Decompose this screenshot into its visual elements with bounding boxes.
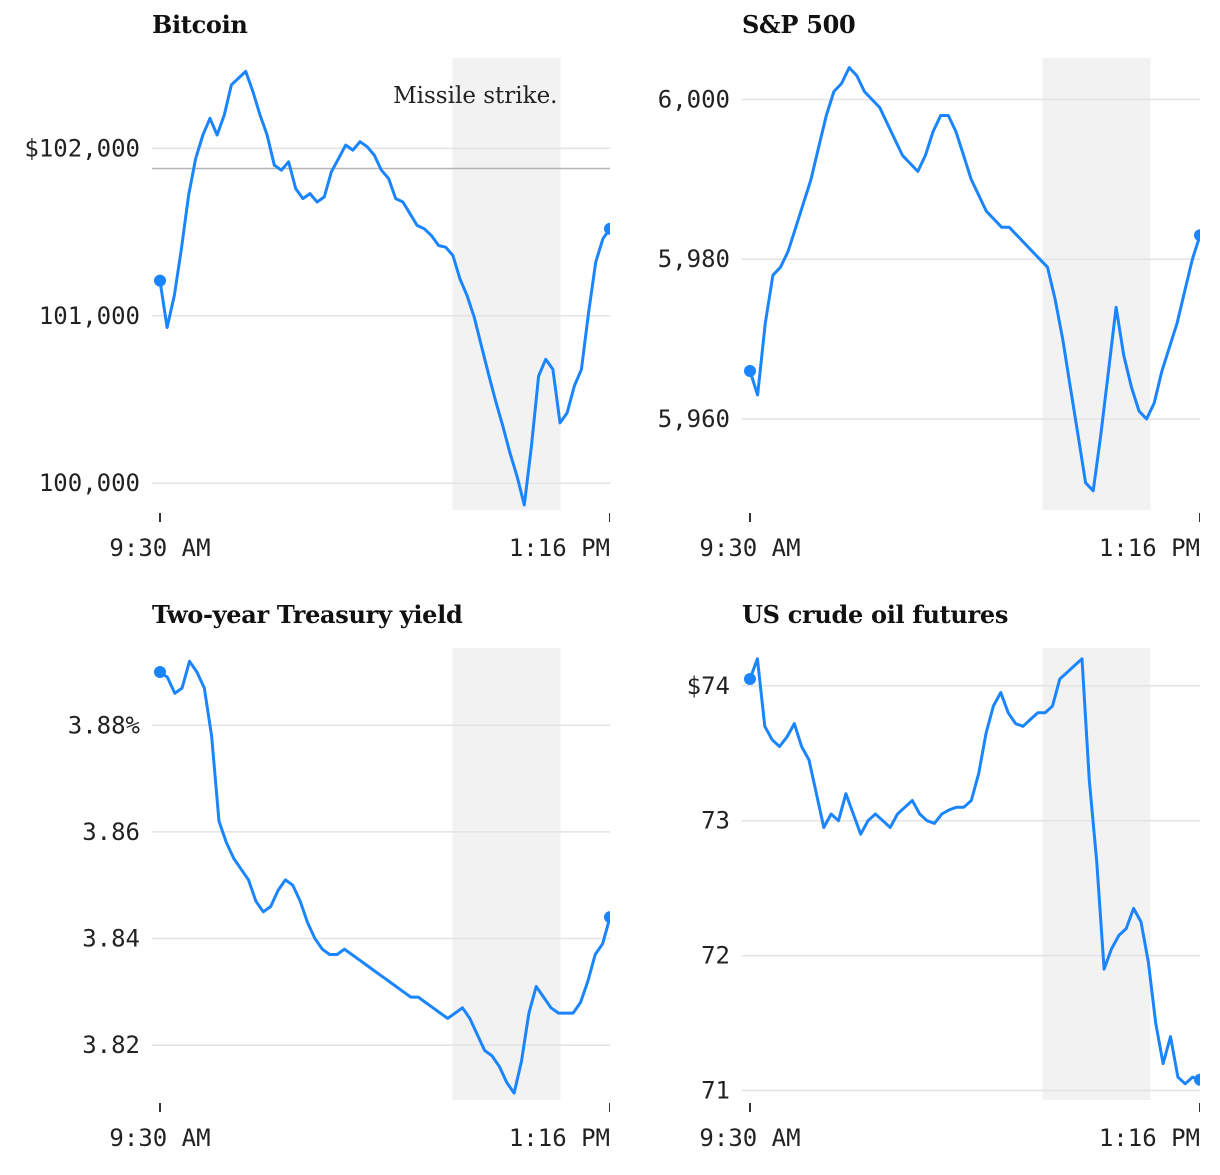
x-tick-label: 9:30 AM xyxy=(699,1124,800,1152)
series-end-point xyxy=(1194,1073,1200,1086)
series-line xyxy=(158,69,610,507)
crude-oil-plot: 71 72 73 $74 9:30 AM 1:16 PM xyxy=(687,648,1200,1152)
chart-title: US crude oil futures xyxy=(742,600,1009,629)
y-tick-label: 73 xyxy=(701,807,730,835)
y-tick-label: 5,960 xyxy=(658,405,730,433)
treasury-yield-chart: Two-year Treasury yield 3.82 3.84 3.86 3.88… xyxy=(0,590,610,1175)
event-shaded-region xyxy=(452,648,561,1100)
series-start-point xyxy=(744,673,756,686)
y-tick-label: 3.84 xyxy=(82,924,140,952)
x-tick-label: 1:16 PM xyxy=(1099,534,1200,562)
bitcoin-chart: Bitcoin 100,000 101,000 $102,000 Missile st… xyxy=(0,0,610,585)
crude-oil-chart: US crude oil futures 71 72 73 $74 9:30 AM 1:1… xyxy=(590,590,1200,1175)
chart-title: Bitcoin xyxy=(152,10,248,39)
y-tick-label: 101,000 xyxy=(39,302,140,330)
y-tick-label: 3.88% xyxy=(68,711,141,739)
series-end-point xyxy=(604,222,610,235)
series-end-point xyxy=(1194,229,1200,242)
treasury-yield-plot: 3.82 3.84 3.86 3.88% 9:30 AM 1:16 PM xyxy=(68,648,610,1152)
y-tick-label: 71 xyxy=(701,1077,730,1105)
y-tick-label: 6,000 xyxy=(658,86,730,114)
y-tick-label: 3.86 xyxy=(82,818,140,846)
series-line xyxy=(748,657,1200,1086)
series-end-point xyxy=(604,911,610,924)
series-line xyxy=(748,66,1200,493)
y-tick-label: $74 xyxy=(687,672,730,700)
bitcoin-plot: 100,000 101,000 $102,000 Missile strike. 9:3… xyxy=(24,58,610,562)
series-start-point xyxy=(154,665,166,678)
sp500-chart: S&P 500 5,960 5,980 6,000 9:30 AM 1:16 PM xyxy=(590,0,1200,585)
x-tick-label: 9:30 AM xyxy=(699,534,800,562)
series-start-point xyxy=(744,365,756,378)
y-tick-label: 5,980 xyxy=(658,245,730,273)
x-tick-label: 9:30 AM xyxy=(109,1124,210,1152)
event-shaded-region xyxy=(1042,58,1151,510)
x-tick-label: 1:16 PM xyxy=(509,1124,610,1152)
y-tick-label: 72 xyxy=(701,942,730,970)
y-tick-label: 3.82 xyxy=(82,1031,140,1059)
y-tick-label: $102,000 xyxy=(24,134,140,162)
x-tick-label: 1:16 PM xyxy=(509,534,610,562)
series-start-point xyxy=(154,274,166,287)
chart-title: Two-year Treasury yield xyxy=(152,600,463,629)
chart-title: S&P 500 xyxy=(742,10,856,39)
x-tick-label: 1:16 PM xyxy=(1099,1124,1200,1152)
sp500-plot: 5,960 5,980 6,000 9:30 AM 1:16 PM xyxy=(658,58,1200,562)
annotation-missile-strike: Missile strike. xyxy=(393,83,557,109)
y-tick-label: 100,000 xyxy=(39,469,140,497)
x-tick-label: 9:30 AM xyxy=(109,534,210,562)
series-line xyxy=(158,659,610,1095)
